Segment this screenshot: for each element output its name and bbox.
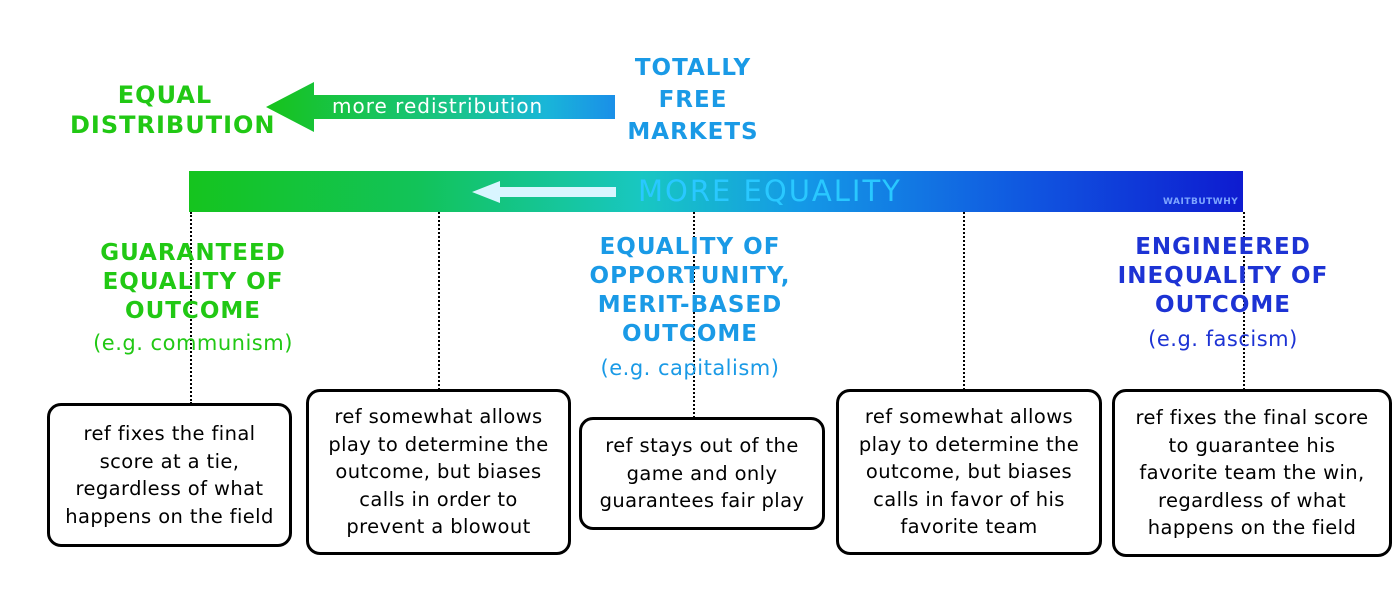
waitbutwhy-watermark: WAITBUTWHY (1163, 197, 1239, 207)
fascism-example: (e.g. fascism) (1148, 327, 1298, 351)
category-guaranteed-equality: GUARANTEED EQUALITY OF OUTCOME (e.g. com… (58, 238, 328, 356)
box-ref-guarantees-favorite-win: ref fixes the final score to guarantee h… (1112, 389, 1392, 557)
box-ref-prevents-blowout: ref somewhat allows play to determine th… (306, 389, 571, 555)
equality-spectrum-bar (189, 171, 1243, 212)
equal-distribution-label: EQUAL DISTRIBUTION (70, 81, 276, 139)
connector-line-2 (438, 212, 440, 390)
redistribution-arrow-label: more redistribution (332, 94, 544, 118)
connector-line-4 (963, 212, 965, 390)
category-equality-of-opportunity: EQUALITY OF OPPORTUNITY, MERIT-BASED OUT… (545, 233, 835, 381)
connector-line-3 (693, 212, 695, 418)
connector-line-5 (1243, 212, 1245, 390)
connector-line-1 (190, 212, 192, 404)
more-equality-arrow (472, 181, 616, 203)
box-ref-fair-play: ref stays out of the game and only guara… (579, 417, 825, 530)
totally-free-markets-label: TOTALLY FREE MARKETS (627, 55, 759, 145)
box-ref-favors-team: ref somewhat allows play to determine th… (836, 389, 1102, 555)
communism-example: (e.g. communism) (93, 331, 293, 355)
redistribution-arrow (266, 82, 615, 132)
more-equality-label: MORE EQUALITY (638, 174, 902, 208)
capitalism-example: (e.g. capitalism) (600, 356, 780, 380)
category-engineered-inequality: ENGINEERED INEQUALITY OF OUTCOME (e.g. f… (1088, 233, 1358, 352)
box-ref-fixes-tie: ref fixes the final score at a tie, rega… (47, 403, 292, 547)
